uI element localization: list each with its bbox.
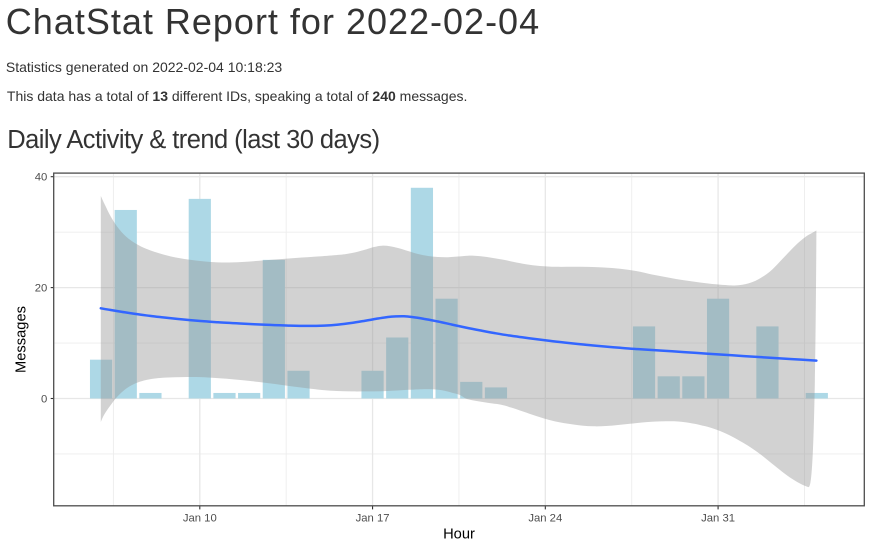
svg-text:Jan 10: Jan 10 (183, 512, 217, 524)
svg-text:Hour: Hour (443, 527, 475, 543)
svg-text:Jan 24: Jan 24 (528, 512, 562, 524)
svg-text:Jan 17: Jan 17 (356, 512, 390, 524)
svg-text:0: 0 (41, 393, 47, 405)
svg-text:40: 40 (35, 172, 48, 184)
svg-text:20: 20 (35, 283, 48, 295)
svg-text:Messages: Messages (13, 306, 29, 373)
svg-text:Jan 31: Jan 31 (701, 512, 735, 524)
